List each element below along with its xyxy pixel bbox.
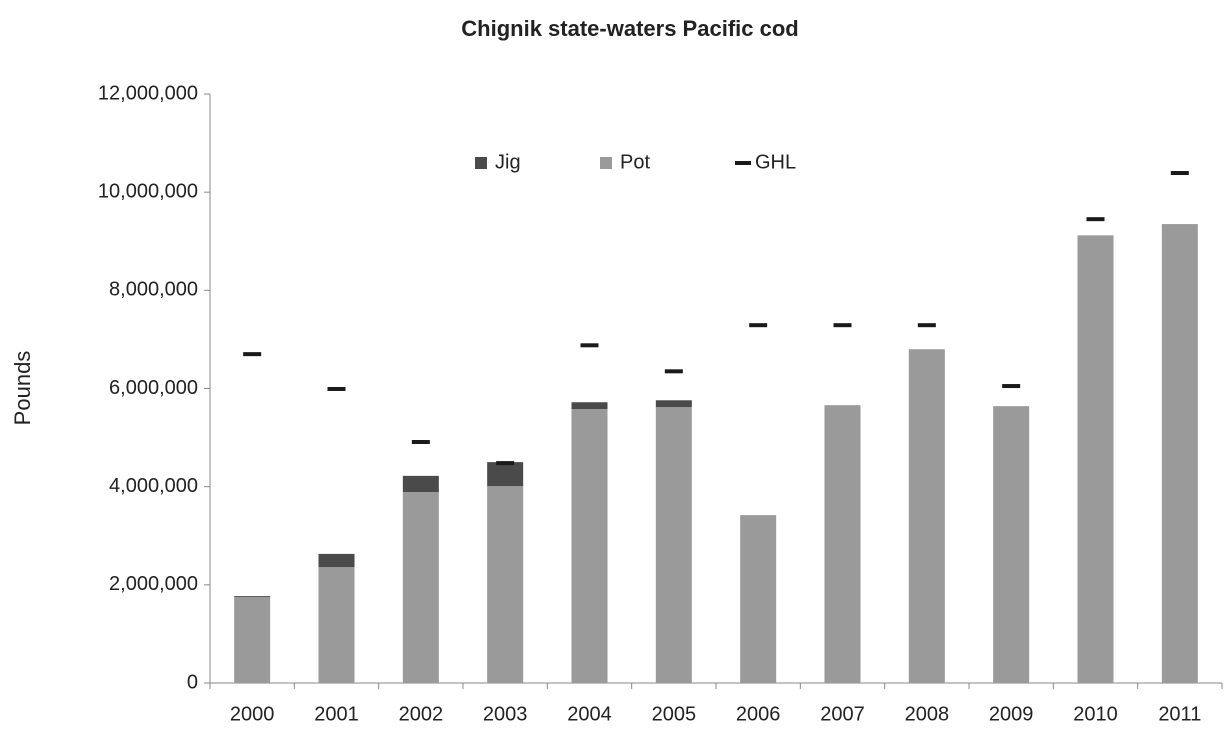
ghl-marker (1086, 217, 1105, 222)
y-tick-label: 2,000,000 (109, 573, 198, 595)
bar (234, 597, 271, 683)
x-tick-label: 2003 (483, 703, 528, 725)
x-tick-label: 2000 (230, 703, 275, 725)
ghl-marker (327, 386, 346, 391)
legend-swatch (600, 157, 612, 169)
bar (487, 486, 524, 683)
legend-label: Jig (495, 151, 521, 173)
chart-title: Chignik state-waters Pacific cod (461, 16, 798, 41)
bar (993, 406, 1030, 683)
bar (655, 400, 692, 408)
x-tick-label: 2006 (736, 703, 781, 725)
y-tick-label: 6,000,000 (109, 377, 198, 399)
x-tick-label: 2011 (1158, 703, 1201, 725)
bar (740, 515, 777, 683)
bar (318, 553, 355, 568)
ghl-marker (664, 369, 683, 374)
y-tick-label: 0 (187, 671, 198, 693)
bar (318, 567, 355, 683)
x-tick-label: 2002 (399, 703, 444, 725)
x-tick-label: 2009 (989, 703, 1034, 725)
bar (402, 475, 439, 493)
x-tick-label: 2007 (820, 703, 865, 725)
ghl-marker (1170, 171, 1189, 176)
bar (1161, 224, 1198, 683)
ghl-marker (1002, 384, 1021, 389)
bar (1077, 235, 1114, 684)
ghl-marker (580, 343, 599, 348)
ghl-marker (411, 440, 430, 445)
ghl-marker (833, 323, 852, 328)
bar (824, 405, 861, 683)
ghl-marker (917, 323, 936, 328)
x-tick-label: 2005 (652, 703, 697, 725)
bar (487, 462, 524, 487)
legend-label: GHL (755, 151, 796, 173)
y-tick-label: 4,000,000 (109, 475, 198, 497)
ghl-marker (496, 461, 515, 466)
x-tick-label: 2008 (905, 703, 950, 725)
x-tick-label: 2010 (1073, 703, 1118, 725)
legend-swatch (735, 161, 751, 165)
y-axis-title: Pounds (10, 351, 35, 426)
x-tick-label: 2004 (567, 703, 612, 725)
y-tick-label: 8,000,000 (109, 279, 198, 301)
legend-label: Pot (620, 151, 650, 173)
ghl-marker (749, 323, 768, 328)
x-tick-label: 2001 (314, 703, 359, 725)
bar (402, 492, 439, 683)
bar (655, 407, 692, 683)
ghl-marker (243, 352, 262, 357)
legend-swatch (475, 157, 487, 169)
y-tick-label: 12,000,000 (98, 82, 198, 104)
bar (571, 409, 608, 683)
bar (908, 349, 945, 683)
bar (234, 596, 271, 598)
y-tick-label: 10,000,000 (98, 180, 198, 202)
bar (571, 402, 608, 410)
